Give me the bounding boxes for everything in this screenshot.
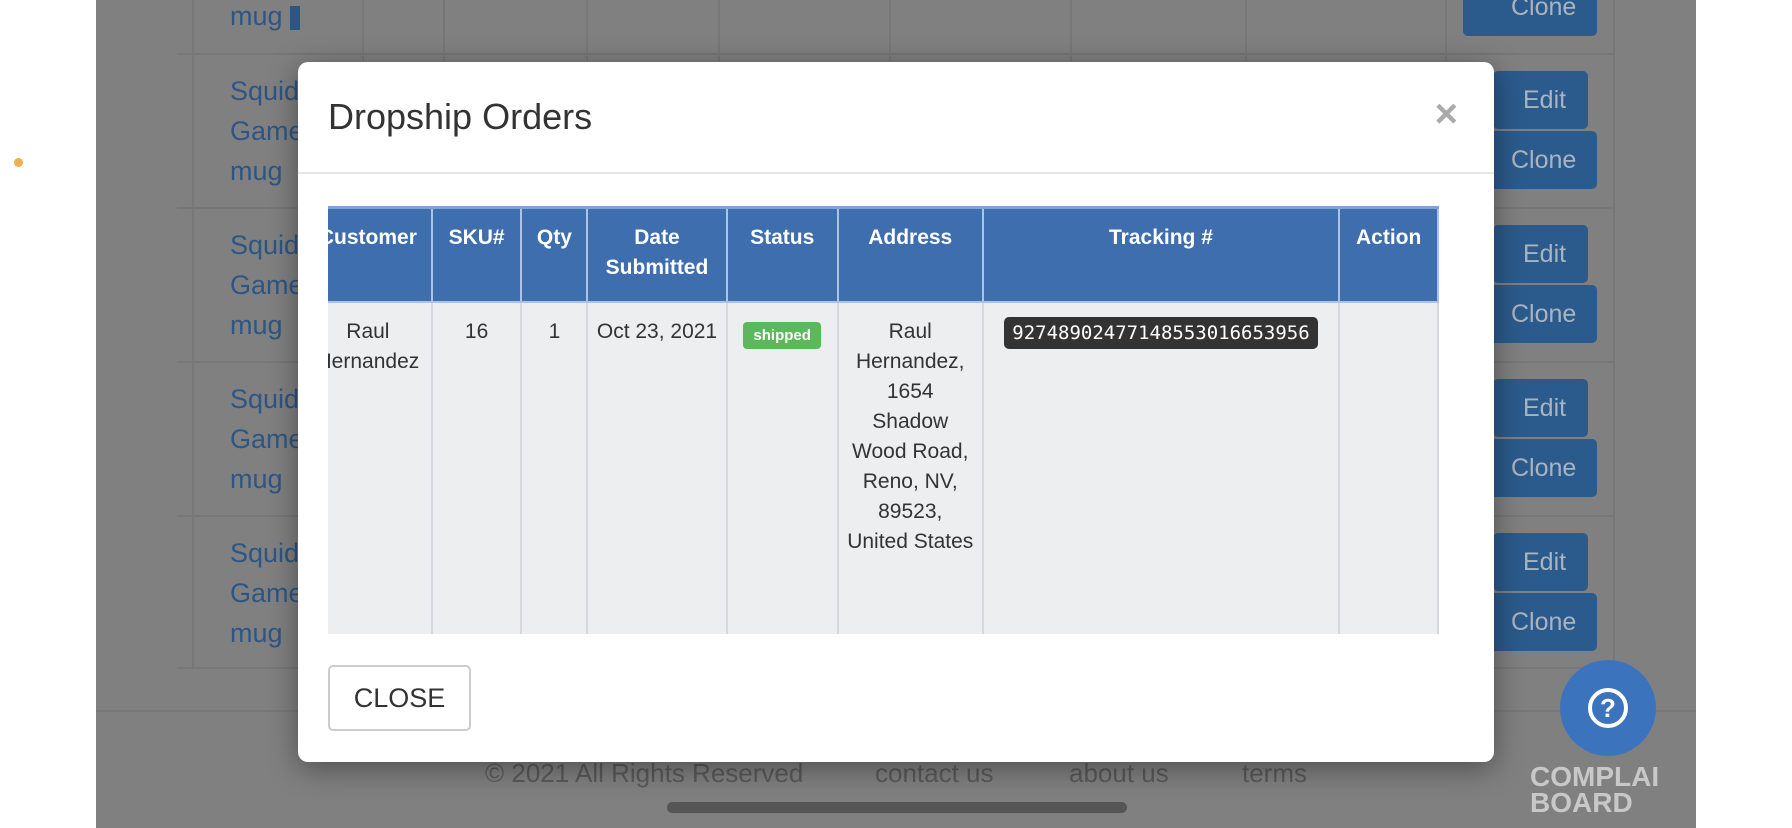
product-name: Squid	[230, 384, 300, 414]
status-badge: shipped	[743, 321, 821, 349]
close-icon[interactable]: ×	[1434, 92, 1458, 136]
product-link[interactable]: Squid Game mug	[230, 533, 300, 653]
indicator-dot	[14, 158, 23, 167]
cell-qty: 1	[520, 300, 589, 634]
product-link[interactable]: Squid Game mug	[230, 71, 300, 191]
col-action: Action	[1338, 206, 1439, 303]
orders-table: Customer SKU# Qty Date Submitted Status …	[328, 206, 1439, 634]
col-qty: Qty	[520, 206, 589, 303]
product-name: Game	[230, 424, 300, 454]
dropship-orders-modal: Dropship Orders × Customer SKU# Qty Date…	[298, 62, 1494, 762]
tracking-number: 9274890247714855301665395​6	[1004, 316, 1318, 349]
product-name: Game	[230, 116, 300, 146]
edit-button[interactable]: Edit	[1493, 379, 1588, 437]
product-name: Squid	[230, 230, 300, 260]
clone-button[interactable]: Clone	[1463, 0, 1597, 36]
col-date: Date Submitted	[586, 206, 728, 303]
footer-copyright: © 2021 All Rights Reserved	[485, 758, 804, 788]
product-name: Game	[230, 270, 300, 300]
product-link[interactable]: Squid Game mug	[230, 225, 300, 345]
col-customer: Customer	[328, 206, 433, 303]
cell-date: Oct 23, 2021	[586, 300, 728, 634]
table-header-row: Customer SKU# Qty Date Submitted Status …	[328, 206, 1439, 303]
product-link[interactable]: Squid Game mug	[230, 379, 300, 499]
product-name: Squid	[230, 538, 300, 568]
product-link[interactable]: mug	[230, 0, 300, 36]
image-icon	[290, 5, 300, 30]
edit-button[interactable]: Edit	[1493, 71, 1588, 129]
edit-button[interactable]: Edit	[1493, 533, 1588, 591]
col-sku: SKU#	[430, 206, 523, 303]
col-tracking: Tracking #	[981, 206, 1341, 303]
edit-button[interactable]: Edit	[1493, 225, 1588, 283]
modal-header-divider	[298, 172, 1494, 174]
product-name: Game	[230, 578, 300, 608]
cell-address: Raul Hernandez, 1654 Shadow Wood Road, R…	[836, 300, 984, 634]
product-name: mug	[230, 310, 283, 340]
footer-contact-link[interactable]: contact us	[875, 758, 994, 788]
close-button[interactable]: CLOSE	[328, 665, 471, 731]
horizontal-scrollbar[interactable]	[667, 802, 1127, 813]
cell-action	[1338, 300, 1439, 634]
col-address: Address	[836, 206, 984, 303]
footer-about-link[interactable]: about us	[1069, 758, 1169, 788]
product-name: mug	[230, 156, 283, 186]
cell-tracking: 9274890247714855301665395​6	[981, 300, 1341, 634]
complaints-board-watermark: COMPLAI BOARD	[1530, 761, 1660, 818]
modal-title: Dropship Orders	[328, 96, 593, 137]
orders-table-scroll[interactable]: Customer SKU# Qty Date Submitted Status …	[328, 206, 1464, 634]
col-status: Status	[725, 206, 839, 303]
product-name: mug	[230, 464, 283, 494]
question-icon: ?	[1588, 688, 1628, 728]
product-name: Squid	[230, 76, 300, 106]
footer-terms-link[interactable]: terms	[1242, 758, 1307, 788]
cell-sku: 16	[430, 300, 523, 634]
cell-status: shipped	[725, 300, 839, 634]
cell-customer: Raul Hernandez	[328, 300, 433, 634]
table-divider	[192, 0, 194, 669]
table-divider	[177, 53, 1615, 55]
product-name: mug	[230, 618, 283, 648]
help-button[interactable]: ?	[1560, 660, 1656, 756]
table-row: Raul Hernandez 16 1 Oct 23, 2021 shipped…	[328, 300, 1439, 634]
product-name: mug	[230, 1, 283, 31]
